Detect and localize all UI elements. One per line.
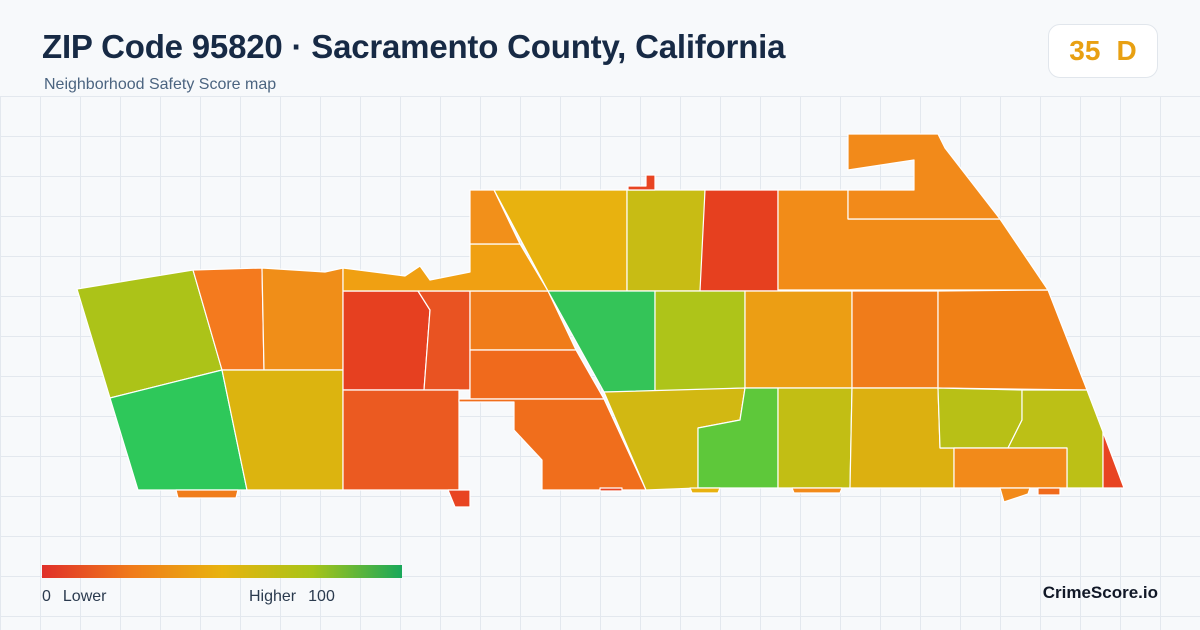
brand-logo-text[interactable]: CrimeScore.io bbox=[1042, 583, 1158, 602]
map-tract[interactable] bbox=[599, 487, 623, 492]
map-tract[interactable] bbox=[847, 133, 1001, 220]
map-tract[interactable] bbox=[626, 189, 706, 292]
map-tract[interactable] bbox=[999, 487, 1031, 503]
map-tract[interactable] bbox=[342, 243, 549, 292]
map-tract[interactable] bbox=[744, 290, 853, 389]
page-title: ZIP Code 95820 · Sacramento County, Cali… bbox=[42, 28, 786, 65]
map-tract[interactable] bbox=[937, 289, 1088, 391]
safety-score-legend-gradient bbox=[42, 565, 402, 578]
map-tract[interactable] bbox=[777, 387, 853, 489]
map-tract[interactable] bbox=[627, 174, 656, 191]
map-tract[interactable] bbox=[1037, 487, 1061, 496]
safety-score-value: 35 bbox=[1069, 35, 1101, 66]
map-tract[interactable] bbox=[654, 290, 746, 393]
map-tract[interactable] bbox=[791, 487, 843, 494]
map-tract[interactable] bbox=[458, 398, 647, 491]
legend-max-value: 100 bbox=[308, 588, 335, 605]
map-tract[interactable] bbox=[261, 267, 344, 371]
map-tract[interactable] bbox=[342, 389, 460, 491]
legend-min-value: 0 bbox=[42, 588, 51, 605]
map-tract[interactable] bbox=[1102, 431, 1125, 489]
legend-low-label: 0 Lower bbox=[42, 588, 106, 606]
map-tract[interactable] bbox=[469, 189, 521, 245]
safety-score-grade: D bbox=[1116, 35, 1137, 66]
map-tract[interactable] bbox=[699, 189, 779, 292]
safety-score-badge: 35 D bbox=[1048, 24, 1158, 78]
map-tract[interactable] bbox=[175, 489, 239, 499]
legend-min-label: Lower bbox=[62, 588, 107, 605]
map-subtitle: Neighborhood Safety Score map bbox=[44, 76, 277, 93]
map-tract[interactable] bbox=[851, 290, 939, 389]
map-tract[interactable] bbox=[953, 447, 1068, 489]
legend-max-label: Higher bbox=[249, 588, 297, 605]
map-tract[interactable] bbox=[447, 489, 471, 508]
legend-high-label: Higher 100 bbox=[249, 588, 335, 606]
map-tract[interactable] bbox=[342, 290, 431, 391]
map-tract[interactable] bbox=[469, 349, 605, 400]
map-tract[interactable] bbox=[689, 487, 721, 494]
map-tract[interactable] bbox=[937, 387, 1023, 449]
